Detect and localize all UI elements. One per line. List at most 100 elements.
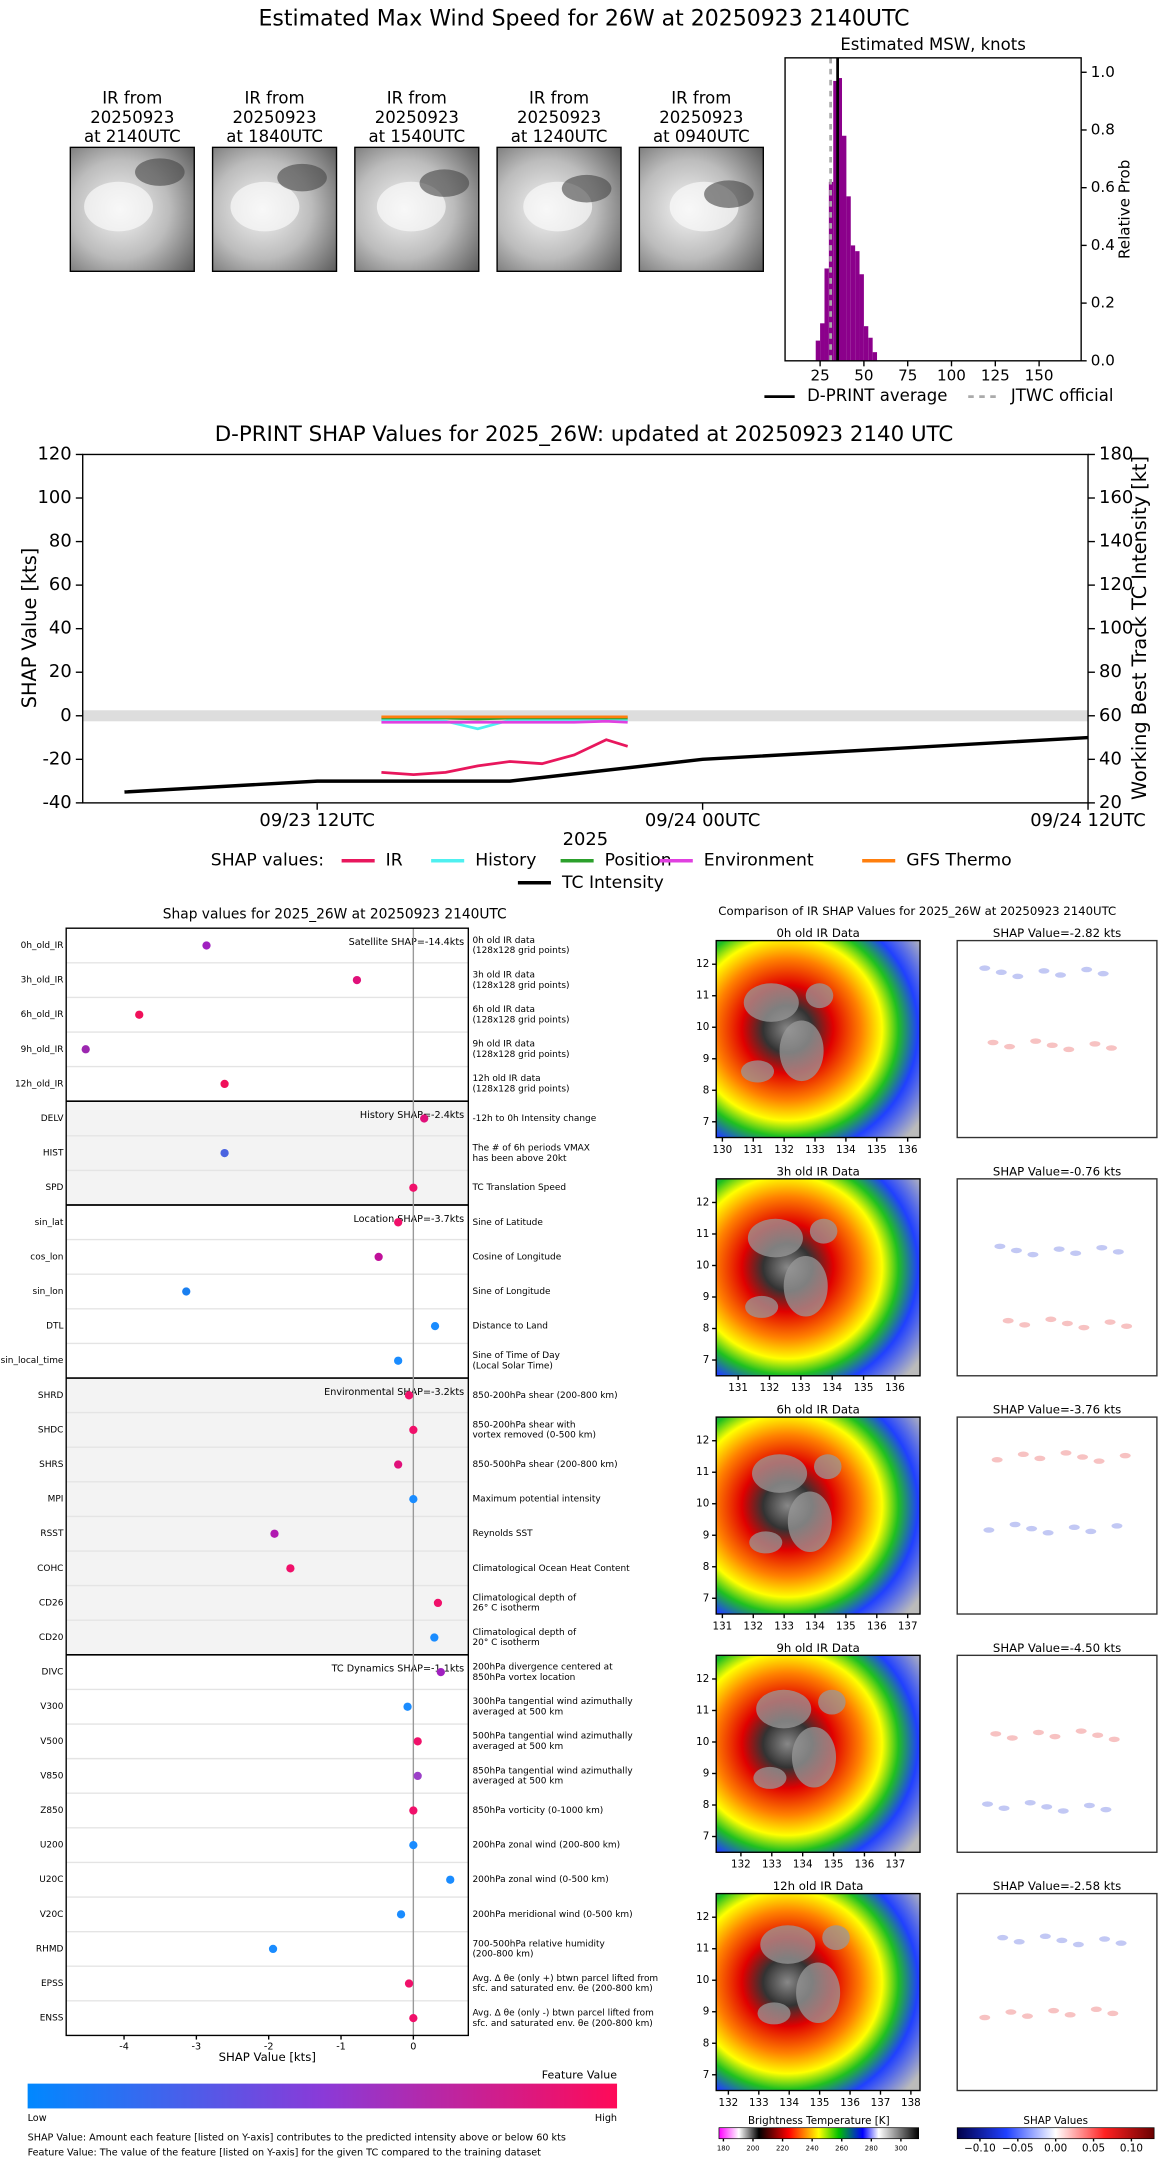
- panel-title: SHAP Value=-3.76 kts: [993, 1403, 1121, 1417]
- panel-title: 9h old IR Data: [776, 1641, 859, 1655]
- group-annotation: TC Dynamics SHAP=-1.1kts: [331, 1664, 465, 1675]
- x-tick-label: 133: [749, 2097, 769, 2109]
- shap-blob: [1034, 1455, 1046, 1462]
- shap-blob: [1097, 970, 1109, 977]
- dot: [409, 1840, 418, 1850]
- dot: [220, 1148, 229, 1158]
- shap-blob: [1048, 2007, 1060, 2014]
- shap-blob: [1070, 1250, 1082, 1256]
- cloud: [760, 1925, 816, 1964]
- thumbnail-label: at 1240UTC: [511, 127, 608, 146]
- y-tick-label: 9: [703, 1291, 710, 1303]
- feature-description: 200hPa zonal wind (0-500 km): [472, 1875, 608, 1885]
- x-tick-label: 137: [885, 1859, 905, 1871]
- x-axis-label: 2025: [563, 829, 609, 850]
- y2-tick-label: 20: [1099, 792, 1122, 813]
- x-tick-label: 137: [898, 1620, 918, 1632]
- dot: [182, 1287, 191, 1296]
- feature-name: SHRS: [39, 1460, 64, 1470]
- feature-name: HIST: [43, 1149, 64, 1159]
- x-tick-label: 133: [774, 1620, 794, 1632]
- dot: [413, 1737, 422, 1746]
- cloud: [787, 1491, 832, 1553]
- x-tick-label: 132: [760, 1382, 780, 1394]
- feature-name: 6h_old_IR: [21, 1010, 64, 1020]
- feature-name: RHMD: [36, 1944, 64, 1954]
- shap-blob: [1021, 2013, 1033, 2019]
- shap-blob: [1010, 1247, 1022, 1254]
- shap-blob: [995, 969, 1007, 976]
- feature-name: COHC: [37, 1564, 63, 1574]
- thumbnail-label: IR from: [102, 89, 162, 108]
- shap-blob: [983, 1527, 995, 1533]
- cloud: [822, 1925, 850, 1951]
- shap-blob: [1068, 1524, 1080, 1531]
- x-tick-label: 130: [713, 1144, 733, 1156]
- shap-blob: [1075, 1728, 1087, 1734]
- feature-description: Sine of Latitude: [472, 1218, 543, 1228]
- y-tick-label: 12: [696, 958, 709, 970]
- thumbnail-label: 20250923: [659, 108, 743, 127]
- cloud: [419, 169, 470, 197]
- shap-blob: [1081, 966, 1093, 973]
- x-tick-label: 135: [867, 1144, 887, 1156]
- x-tick-label: 125: [981, 366, 1010, 384]
- feature-name: cos_lon: [30, 1252, 63, 1262]
- feature-name: MPI: [48, 1495, 64, 1505]
- x-tick-label: 136: [898, 1144, 918, 1156]
- feature-name: V500: [40, 1737, 63, 1747]
- thumbnail-label: IR from: [671, 89, 731, 108]
- thumbnail-label: IR from: [529, 89, 589, 108]
- x-tick-label: 09/24 12UTC: [1030, 810, 1145, 831]
- x-tick-label: 134: [793, 1859, 813, 1871]
- colorbar-high: High: [595, 2113, 617, 2124]
- panel-title: SHAP Value=-0.76 kts: [993, 1164, 1121, 1178]
- shap-blob: [1083, 1802, 1095, 1809]
- feature-description: -12h to 0h Intensity change: [472, 1114, 596, 1124]
- colorbar-tick-label: 300: [894, 2144, 907, 2152]
- y-tick-label: 120: [38, 443, 72, 464]
- feature-description: (128x128 grid points): [472, 946, 569, 956]
- x-tick-label: 138: [901, 2097, 921, 2109]
- y-tick-label: 10: [696, 1974, 709, 1986]
- feature-description: 200hPa zonal wind (200-800 km): [472, 1841, 620, 1851]
- series-line: [381, 718, 628, 731]
- y-tick-label: 9: [703, 1767, 710, 1779]
- x-tick-label: 133: [805, 1144, 825, 1156]
- feature-name: SPD: [45, 1183, 63, 1193]
- dot: [286, 1564, 295, 1573]
- y-tick-label: 10: [696, 1736, 709, 1748]
- feature-description: averaged at 500 km: [472, 1742, 563, 1752]
- x-tick-label: 50: [854, 366, 873, 384]
- shap-blob: [1005, 2009, 1017, 2015]
- feature-description: averaged at 500 km: [472, 1707, 563, 1717]
- shap-blob: [1078, 1324, 1090, 1331]
- dot: [409, 1806, 418, 1815]
- colorbar-label: SHAP Values: [1023, 2115, 1088, 2127]
- panel-title: 12h old IR Data: [773, 1879, 864, 1893]
- feature-description: (200-800 km): [472, 1950, 533, 1960]
- shap-image: [956, 1416, 1158, 1615]
- feature-name: SHRD: [38, 1391, 64, 1401]
- colorbar: [718, 2127, 919, 2140]
- feature-description: Maximum potential intensity: [472, 1495, 601, 1505]
- feature-description: (128x128 grid points): [472, 1050, 569, 1060]
- feature-name: U200: [40, 1841, 64, 1851]
- bar: [820, 323, 825, 361]
- feature-description: has been above 20kt: [472, 1154, 567, 1164]
- y-axis-label: SHAP Value [kts]: [18, 548, 41, 708]
- cloud: [745, 1295, 779, 1318]
- feature-name: SHDC: [38, 1425, 64, 1435]
- feature-description: vortex removed (0-500 km): [472, 1431, 596, 1441]
- feature-name: sin_local_time: [1, 1356, 64, 1366]
- y-tick-label: 9: [703, 2006, 710, 2018]
- legend-title: SHAP values:: [211, 851, 324, 871]
- bar: [842, 135, 847, 361]
- series-line: [124, 735, 1089, 794]
- y-tick-label: 11: [696, 990, 709, 1002]
- dot: [81, 1045, 90, 1054]
- shap-blob: [998, 1805, 1010, 1811]
- shap-image: [956, 1178, 1158, 1377]
- colorbar-label: Brightness Temperature [K]: [748, 2115, 890, 2127]
- x-tick-label: 136: [885, 1382, 905, 1394]
